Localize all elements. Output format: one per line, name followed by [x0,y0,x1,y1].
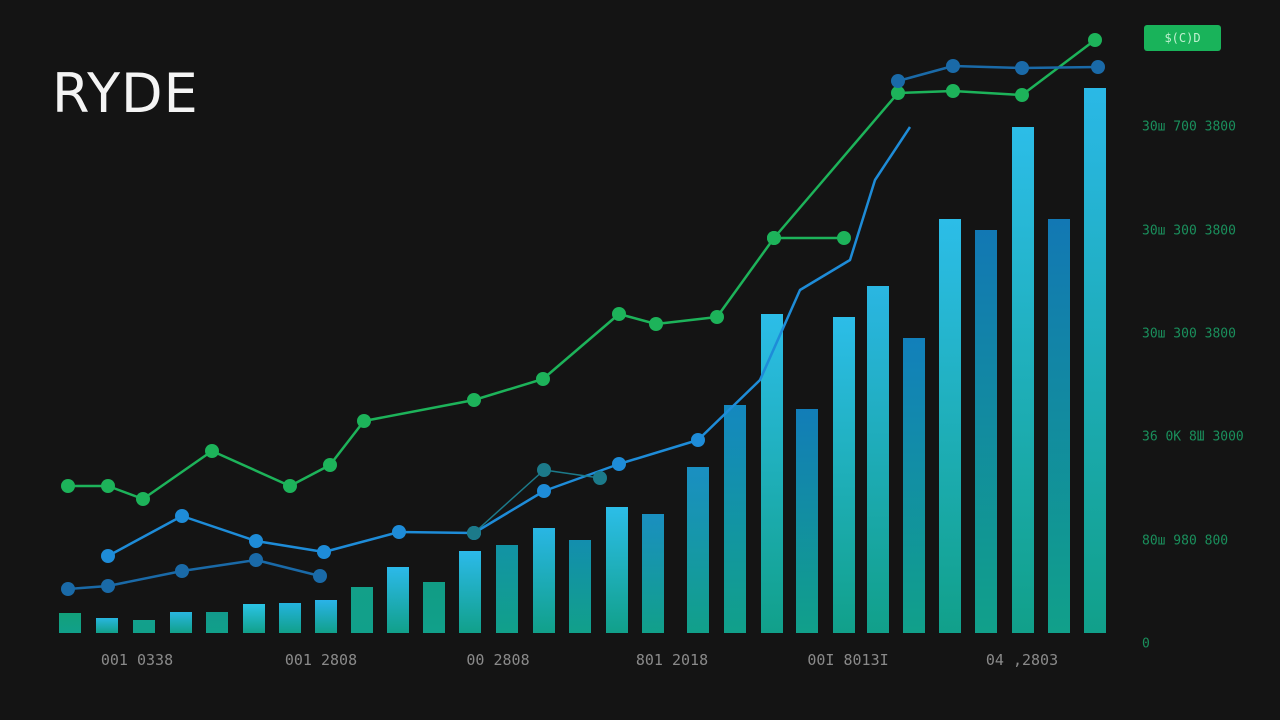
teal-thin-line [473,469,601,534]
data-point-marker [537,484,551,498]
bar [606,507,628,633]
bar [1048,219,1070,633]
data-point-marker [175,509,189,523]
bar [459,551,481,633]
bar [533,528,555,633]
data-point-marker [1015,61,1029,75]
bar [496,545,518,633]
bar [975,230,997,633]
data-point-marker [61,582,75,596]
data-point-marker [837,231,851,245]
data-point-marker [593,471,607,485]
bar-series [59,88,1106,633]
bar [206,612,228,633]
data-point-marker [392,525,406,539]
bar [903,338,925,633]
bar [796,409,818,633]
data-point-marker [891,86,905,100]
data-point-marker [691,433,705,447]
bar [315,600,337,633]
data-point-marker [205,444,219,458]
data-point-marker [1091,60,1105,74]
line-series [61,33,1105,596]
y-axis-label: 30ш 700 3800 [1142,119,1236,135]
y-axis-label: 0 [1142,636,1150,652]
bar [867,286,889,633]
top-blue-line [897,64,1099,83]
bar [724,405,746,633]
value-badge[interactable]: $(C)D [1144,25,1221,51]
bar [687,467,709,633]
data-point-marker [467,526,481,540]
bar [642,514,664,633]
bar [96,618,118,633]
data-point-marker [283,479,297,493]
data-point-marker [536,372,550,386]
data-point-marker [101,579,115,593]
bar [243,604,265,633]
data-point-marker [612,457,626,471]
data-point-marker [175,564,189,578]
data-point-marker [61,479,75,493]
bar [939,219,961,633]
bar [833,317,855,633]
data-point-marker [649,317,663,331]
bar [133,620,155,633]
blue-line [107,126,912,558]
y-axis-label: 30ш 300 3800 [1142,326,1236,342]
data-point-marker [313,569,327,583]
data-point-marker [101,549,115,563]
bar [423,582,445,633]
data-point-marker [710,310,724,324]
y-axis-label: 80ш 980 800 [1142,533,1229,549]
data-point-marker [946,59,960,73]
data-point-marker [136,492,150,506]
bar [279,603,301,633]
y-axis-label: 36 0К 8Ш 3000 [1142,429,1244,445]
y-axis-label: 30ш 300 3800 [1142,223,1236,239]
bar [761,314,783,633]
data-point-marker [946,84,960,98]
x-axis-label: 00 2808 [466,651,530,669]
x-axis-label: 00I 8013I [807,651,889,669]
data-point-marker [249,553,263,567]
bar [59,613,81,633]
data-point-marker [249,534,263,548]
bar [351,587,373,633]
bar [569,540,591,633]
bar [1012,127,1034,633]
data-point-marker [537,463,551,477]
bar [387,567,409,633]
data-point-marker [467,393,481,407]
bar [170,612,192,633]
data-point-marker [1015,88,1029,102]
data-point-marker [317,545,331,559]
data-point-marker [357,414,371,428]
bar [1084,88,1106,633]
data-point-marker [1088,33,1102,47]
x-axis-label: 001 2808 [284,651,358,669]
x-axis-label: 001 0338 [100,651,174,669]
data-point-marker [101,479,115,493]
data-point-marker [767,231,781,245]
chart-title: RYDE [52,62,199,125]
data-point-marker [612,307,626,321]
data-point-marker [323,458,337,472]
x-axis-label: 04 ,2803 [985,651,1059,669]
data-point-marker [891,74,905,88]
x-axis-label: 801 2018 [635,651,709,669]
